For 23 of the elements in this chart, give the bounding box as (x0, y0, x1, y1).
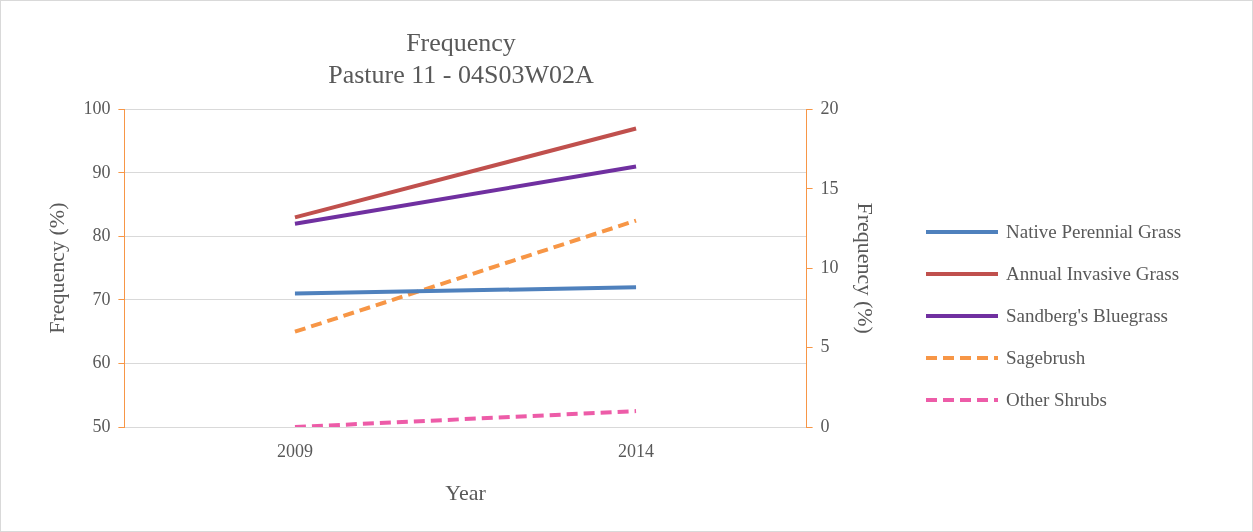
y2-tick-label: 10 (820, 256, 839, 277)
x-tick-label: 2014 (618, 440, 655, 461)
y2-tick-label: 20 (820, 98, 839, 119)
x-axis-title: Year (445, 479, 487, 505)
y-tick-label: 90 (92, 161, 111, 182)
y-axis-title: Frequency (%) (43, 202, 69, 334)
legend-label: Sandberg's Bluegrass (1006, 305, 1168, 327)
y2-axis-title: Frequency (%) (853, 202, 879, 334)
y2-tick-label: 0 (820, 415, 830, 436)
y-tick-label: 60 (92, 352, 111, 373)
y-tick-label: 80 (92, 225, 111, 246)
y2-tick-label: 5 (820, 336, 830, 357)
legend-label: Other Shrubs (1006, 389, 1107, 411)
y-tick-label: 70 (92, 288, 111, 309)
legend-label: Native Perennial Grass (1006, 221, 1182, 243)
legend-label: Annual Invasive Grass (1006, 263, 1180, 285)
legend-label: Sagebrush (1006, 347, 1086, 369)
y-tick-label: 100 (83, 98, 111, 119)
y-tick-label: 50 (92, 415, 111, 436)
x-tick-label: 2009 (276, 440, 313, 461)
y2-tick-label: 15 (820, 177, 839, 198)
chart-subtitle: Pasture 11 - 04S03W02A (328, 59, 594, 89)
chart-title: Frequency (406, 28, 516, 58)
